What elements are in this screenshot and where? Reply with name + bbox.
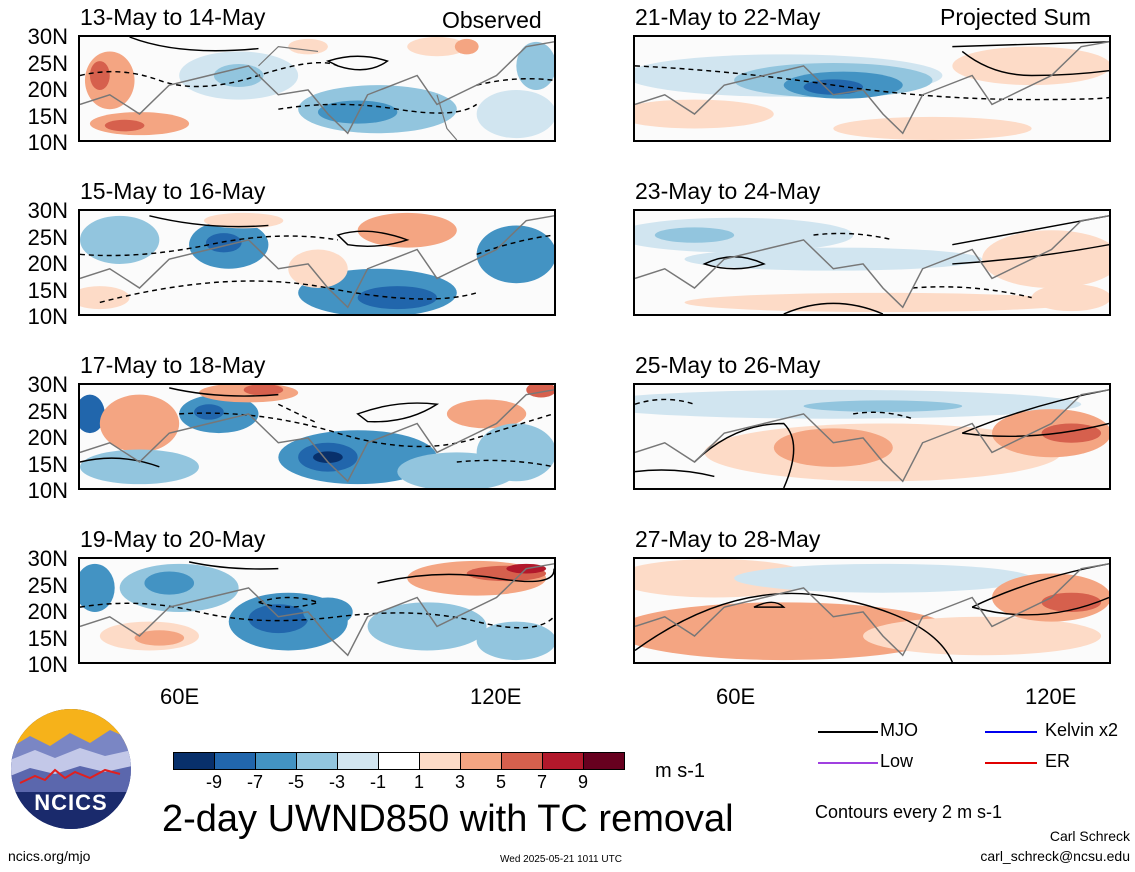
lat-label-25n: 25N (27, 51, 68, 76)
colorbar-tick-label: -1 (369, 772, 386, 792)
colorbar-tick-label: 1 (413, 772, 424, 792)
lat-label-10n: 10N (27, 478, 68, 503)
lat-label-20n: 20N (27, 599, 68, 624)
map-panel-left-1 (78, 35, 556, 142)
panel-title-right-3: 25-May to 26-May (635, 352, 821, 378)
map-panel-right-1 (633, 35, 1111, 142)
colorbar-swatch (378, 752, 420, 770)
panel-title-left-1: 13-May to 14-May (80, 4, 266, 30)
lat-label-10n: 10N (27, 304, 68, 329)
colorbar-swatch (501, 752, 543, 770)
projected-label: Projected Sum (940, 4, 1091, 30)
colorbar-swatch (173, 752, 215, 770)
lat-label-30n: 30N (27, 198, 68, 223)
lat-label-25n: 25N (27, 225, 68, 250)
lat-label-25n: 25N (27, 399, 68, 424)
colorbar-swatch (255, 752, 297, 770)
panel-title-left-4: 19-May to 20-May (80, 526, 266, 552)
lat-label-25n: 25N (27, 573, 68, 598)
ncics-logo: NCICS (10, 708, 132, 830)
colorbar-tick-label: -3 (328, 772, 345, 792)
panel-title-left-2: 15-May to 16-May (80, 178, 266, 204)
colorbar-tick-label: 7 (536, 772, 547, 792)
legend-er-label: ER (1045, 751, 1071, 771)
panel-title-right-2: 23-May to 24-May (635, 178, 821, 204)
map-panel-left-4 (78, 557, 556, 664)
logo-text: NCICS (34, 790, 108, 815)
lat-label-20n: 20N (27, 425, 68, 450)
legend-low-line (818, 762, 878, 764)
lat-label-15n: 15N (27, 104, 68, 129)
contour-note: Contours every 2 m s-1 (815, 802, 1003, 822)
colorbar-tick-label: 3 (454, 772, 465, 792)
lat-label-30n: 30N (27, 24, 68, 49)
timestamp: Wed 2025-05-21 1011 UTC (500, 854, 622, 865)
lat-label-10n: 10N (27, 652, 68, 677)
lat-label-15n: 15N (27, 452, 68, 477)
colorbar-tick-label: -5 (287, 772, 304, 792)
author-name: Carl Schreck (1049, 828, 1130, 844)
colorbar-swatch (419, 752, 461, 770)
lat-label-30n: 30N (27, 372, 68, 397)
map-panel-left-3 (78, 383, 556, 490)
lat-label-15n: 15N (27, 626, 68, 651)
colorbar-swatch (214, 752, 256, 770)
panel-title-right-1: 21-May to 22-May (635, 4, 821, 30)
panel-title-right-4: 27-May to 28-May (635, 526, 821, 552)
colorbar-tick-label: 9 (577, 772, 588, 792)
lon-label-60e: 60E (160, 684, 200, 709)
legend-er-line (985, 762, 1037, 764)
map-panel-right-2 (633, 209, 1111, 316)
legend-low-label: Low (880, 751, 914, 771)
map-panel-left-2 (78, 209, 556, 316)
legend-kelvin-label: Kelvin x2 (1045, 720, 1119, 740)
colorbar-swatch (337, 752, 379, 770)
panel-title-left-3: 17-May to 18-May (80, 352, 266, 378)
lat-label-10n: 10N (27, 130, 68, 155)
lat-label-20n: 20N (27, 77, 68, 102)
lat-label-20n: 20N (27, 251, 68, 276)
lon-label-120e: 120E (1025, 684, 1077, 709)
lat-label-15n: 15N (27, 278, 68, 303)
legend-kelvin-line (985, 731, 1037, 733)
site-url[interactable]: ncics.org/mjo (8, 848, 91, 864)
legend-mjo-line (818, 731, 878, 733)
main-title: 2-day UWND850 with TC removal (162, 798, 734, 840)
colorbar-units: m s-1 (655, 760, 705, 782)
colorbar-swatch (460, 752, 502, 770)
colorbar-tick-label: -7 (246, 772, 263, 792)
colorbar-swatch (542, 752, 584, 770)
legend-mjo-label: MJO (880, 720, 918, 740)
lon-label-60e: 60E (716, 684, 756, 709)
map-panel-right-3 (633, 383, 1111, 490)
author-email[interactable]: carl_schreck@ncsu.edu (980, 848, 1130, 864)
colorbar-tick-label: 5 (495, 772, 506, 792)
colorbar-swatch (296, 752, 338, 770)
map-panel-right-4 (633, 557, 1111, 664)
colorbar-swatch (583, 752, 625, 770)
lat-label-30n: 30N (27, 546, 68, 571)
colorbar-tick-label: -9 (205, 772, 222, 792)
lon-label-120e: 120E (470, 684, 522, 709)
observed-label: Observed (442, 7, 542, 33)
